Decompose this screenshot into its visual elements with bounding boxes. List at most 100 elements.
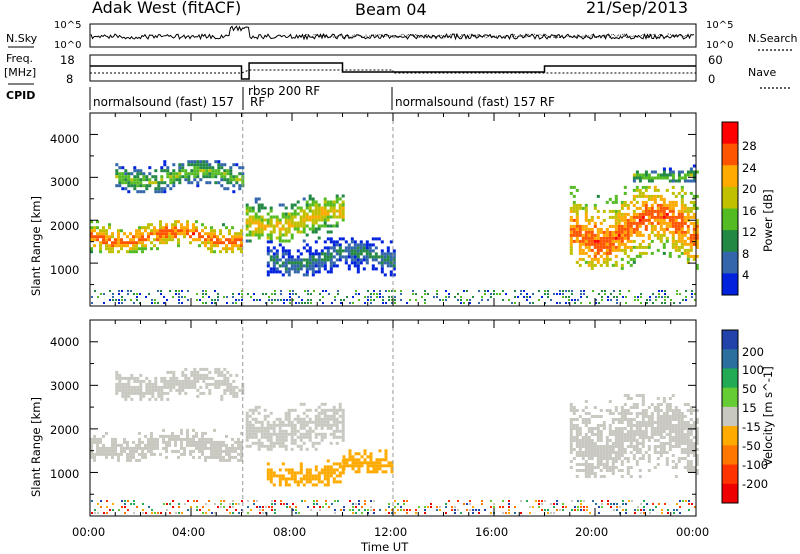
echo-cell <box>314 230 318 234</box>
clutter-cell <box>340 302 342 304</box>
clutter-cell <box>691 503 693 505</box>
echo-cell <box>572 206 576 210</box>
echo-cell <box>584 212 588 216</box>
echo-cell <box>683 218 687 222</box>
clutter-cell <box>553 293 555 295</box>
clutter-cell <box>229 506 231 508</box>
echo-cell <box>659 436 663 439</box>
echo-cell <box>260 227 264 231</box>
echo-cell <box>210 229 213 233</box>
echo-cell <box>121 391 125 395</box>
clutter-cell <box>469 302 471 304</box>
echo-cell <box>201 443 204 447</box>
echo-cell <box>656 212 660 216</box>
echo-cell <box>575 439 579 442</box>
echo-cell <box>596 227 600 231</box>
echo-cell <box>611 233 615 237</box>
echo-cell <box>677 433 681 436</box>
echo-cell <box>144 226 147 230</box>
echo-cell <box>692 421 696 424</box>
echo-cell <box>120 452 123 456</box>
echo-cell <box>641 194 645 198</box>
echo-cell <box>614 457 618 460</box>
echo-cell <box>653 185 657 189</box>
clutter-cell <box>658 503 660 505</box>
echo-cell <box>287 224 291 228</box>
echo-cell <box>184 376 188 380</box>
echo-cell <box>111 440 114 444</box>
echo-cell <box>124 178 128 182</box>
echo-cell <box>605 409 609 412</box>
clutter-cell <box>598 293 600 295</box>
echo-cell <box>142 172 146 176</box>
echo-cell <box>126 235 129 239</box>
echo-cell <box>93 238 96 242</box>
echo-cell <box>695 245 699 249</box>
echo-cell <box>269 411 273 415</box>
echo-cell <box>602 236 606 240</box>
echo-cell <box>353 246 357 250</box>
echo-cell <box>345 461 349 465</box>
clutter-cell <box>100 500 102 502</box>
echo-cell <box>275 267 279 271</box>
echo-cell <box>237 446 240 450</box>
echo-cell <box>159 238 162 242</box>
echo-cell <box>263 426 267 430</box>
echo-cell <box>245 435 249 439</box>
echo-cell <box>380 249 384 253</box>
echo-cell <box>232 175 236 179</box>
clutter-cell <box>568 299 570 301</box>
echo-cell <box>375 464 379 468</box>
echo-cell <box>695 263 699 267</box>
echo-cell <box>102 232 105 236</box>
echo-cell <box>290 408 294 412</box>
echo-cell <box>329 200 333 204</box>
echo-cell <box>695 170 699 174</box>
clutter-cell <box>442 299 444 301</box>
echo-cell <box>354 470 358 474</box>
echo-cell <box>653 188 657 192</box>
echo-cell <box>671 224 675 228</box>
echo-cell <box>608 457 612 460</box>
echo-cell <box>281 264 285 268</box>
echo-cell <box>593 454 597 457</box>
echo-cell <box>680 206 684 210</box>
x-tick: 12:00 <box>374 525 407 539</box>
echo-cell <box>293 477 297 481</box>
echo-cell <box>231 443 234 447</box>
echo-cell <box>569 439 573 442</box>
echo-cell <box>644 415 648 418</box>
echo-cell <box>674 221 678 225</box>
echo-cell <box>365 240 369 244</box>
clutter-cell <box>214 299 216 301</box>
echo-cell <box>223 172 227 176</box>
echo-cell <box>290 236 294 240</box>
echo-cell <box>578 224 582 228</box>
clutter-cell <box>352 506 354 508</box>
echo-cell <box>251 417 255 421</box>
clutter-cell <box>490 293 492 295</box>
echo-cell <box>605 457 609 460</box>
echo-cell <box>626 233 630 237</box>
echo-cell <box>269 432 273 436</box>
clutter-cell <box>235 503 237 505</box>
echo-cell <box>121 181 125 185</box>
echo-cell <box>190 385 194 389</box>
echo-cell <box>254 417 258 421</box>
echo-cell <box>272 264 276 268</box>
echo-cell <box>90 238 93 242</box>
echo-cell <box>229 178 233 182</box>
echo-cell <box>293 203 297 207</box>
echo-cell <box>148 178 152 182</box>
echo-cell <box>638 191 642 195</box>
clutter-cell <box>652 503 654 505</box>
echo-cell <box>183 226 186 230</box>
echo-cell <box>157 391 161 395</box>
clutter-cell <box>229 512 231 514</box>
echo-cell <box>145 376 149 380</box>
echo-cell <box>605 442 609 445</box>
echo-cell <box>135 449 138 453</box>
echo-cell <box>150 247 153 251</box>
echo-cell <box>223 391 227 395</box>
clutter-cell <box>667 296 669 298</box>
